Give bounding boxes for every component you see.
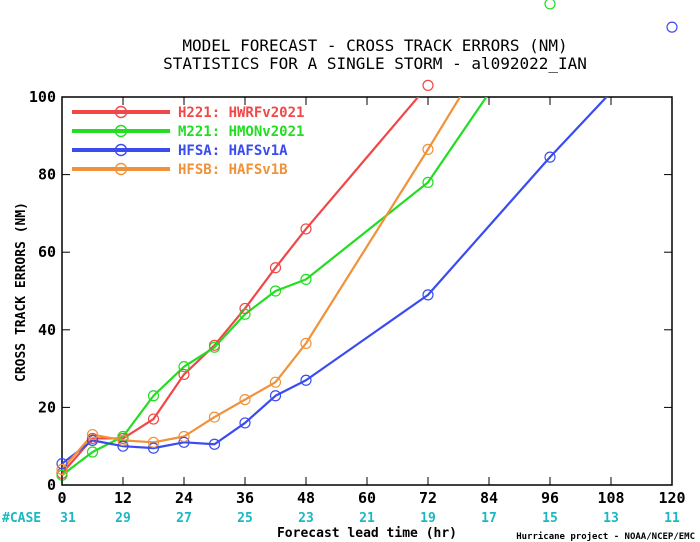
x-tick-label: 36 [236,489,254,507]
data-point [56,458,68,470]
legend-marker [114,162,128,176]
data-point [86,428,99,441]
case-count: 25 [237,511,253,526]
case-count: 27 [176,511,192,526]
data-point [544,0,556,10]
data-point [208,438,221,450]
chart-title: MODEL FORECAST - CROSS TRACK ERRORS (NM) [182,36,567,55]
y-tick-label: 80 [38,166,56,184]
x-tick-label: 0 [57,489,66,507]
data-point [422,289,434,301]
x-tick-label: 72 [419,489,437,507]
series-1 [62,97,488,477]
data-point [178,361,190,373]
legend-label: H221: HWRFv2021 [178,105,304,121]
y-tick-label: 20 [38,398,56,416]
data-point [208,341,221,353]
data-point [147,390,160,402]
data-point [269,285,282,297]
data-point [239,417,251,429]
x-tick-label: 24 [175,489,193,507]
data-point [117,440,129,452]
case-count: 23 [298,511,314,526]
legend-entry: HFSA: HAFSv1A [72,143,288,159]
data-point [147,413,160,425]
y-tick-label: 0 [47,476,56,494]
data-point [86,446,99,458]
data-point [147,436,160,448]
data-point [422,176,434,188]
plot-border [61,96,673,486]
case-count: 19 [420,511,436,526]
data-point [300,273,312,285]
legend-marker [114,105,128,119]
y-tick-label: 100 [29,88,56,106]
data-point [544,151,556,163]
case-count: 13 [603,511,619,526]
data-point [56,463,68,476]
case-count: 15 [542,511,558,526]
data-point [239,394,251,406]
y-tick-label: 60 [38,243,56,261]
data-point [239,308,251,320]
data-point [178,436,190,448]
data-point [147,442,160,454]
data-point [300,223,312,235]
x-axis-label: Forecast lead time (hr) [277,526,457,541]
x-tick-label: 108 [597,489,624,507]
legend-marker [114,124,128,138]
y-tick-label: 40 [38,321,56,339]
series-3 [62,97,462,471]
x-tick-label: 12 [114,489,132,507]
data-point [239,302,251,315]
x-tick-label: 120 [658,489,685,507]
x-tick-label: 48 [297,489,315,507]
case-count: 11 [664,511,680,526]
data-point [269,390,282,402]
credit-text: Hurricane project - NOAA/NCEP/EMC [516,531,695,542]
legend-entry: M221: HMONv2021 [72,124,304,140]
series-line [62,97,488,477]
case-label: #CASE [2,511,41,526]
data-point [422,79,434,91]
legend-label: HFSB: HAFSv1B [178,162,288,178]
data-point [269,376,282,388]
legend-entry: H221: HWRFv2021 [72,105,304,121]
case-count: 29 [115,511,131,526]
data-point [666,21,678,33]
data-point [422,143,434,155]
legend-label: M221: HMONv2021 [178,124,304,140]
legend-entry: HFSB: HAFSv1B [72,162,288,178]
x-tick-label: 96 [541,489,559,507]
data-point [117,434,129,446]
chart-subtitle: STATISTICS FOR A SINGLE STORM - al092022… [163,54,587,73]
data-point [269,262,282,274]
case-count: 21 [359,511,375,526]
x-tick-label: 60 [358,489,376,507]
legend-label: HFSA: HAFSv1A [178,143,288,159]
y-axis-label: CROSS TRACK ERRORS (NM) [14,202,29,382]
data-point [300,337,312,349]
x-tick-label: 84 [480,489,498,507]
data-point [208,411,221,423]
data-point [178,430,190,443]
case-count: 31 [60,511,76,526]
data-point [86,434,99,446]
series-line [62,97,462,471]
data-point [178,368,190,381]
case-count: 17 [481,511,497,526]
legend-marker [114,143,128,157]
data-point [300,374,312,386]
